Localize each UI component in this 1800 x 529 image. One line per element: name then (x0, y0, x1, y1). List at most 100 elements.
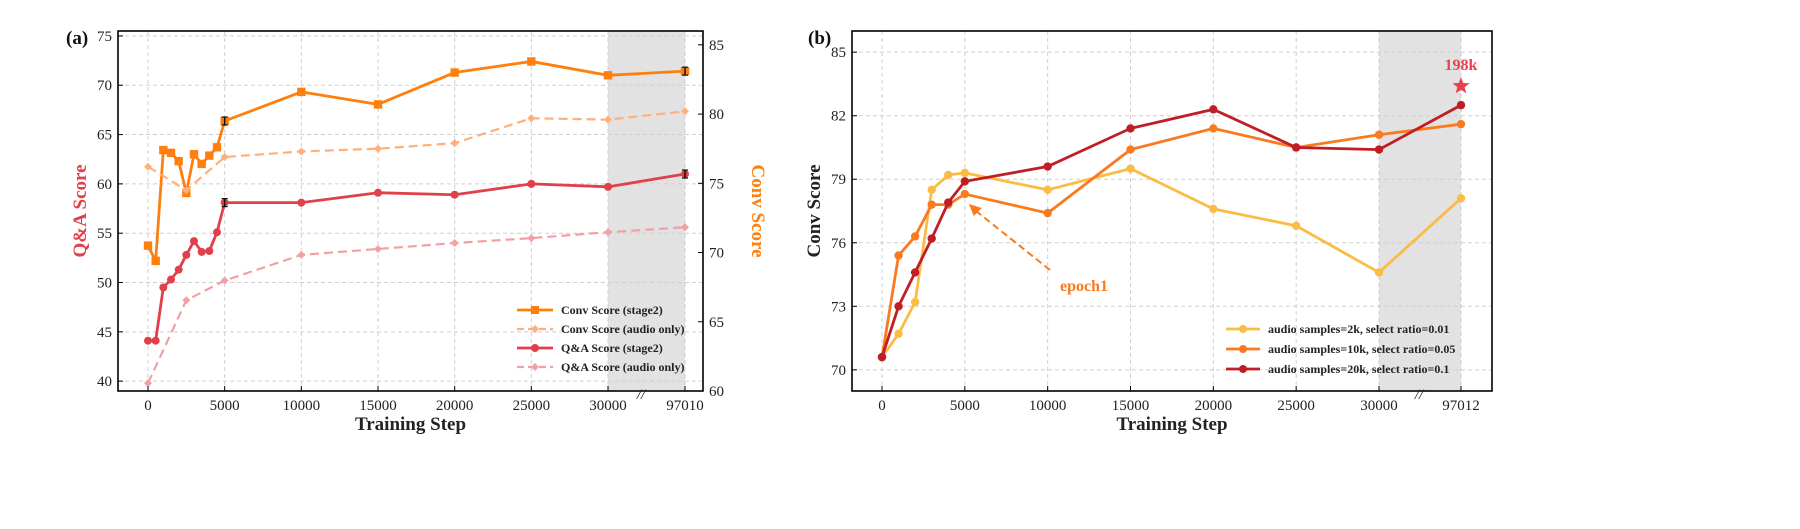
data-point-q-a-score-stage2 (374, 188, 382, 197)
panel-a-x-axis-title: Training Step (355, 414, 466, 435)
x-tick-label: 0 (878, 398, 886, 414)
x-tick-label: 20000 (436, 398, 474, 414)
data-point-q-a-score-audio-only (527, 234, 536, 243)
data-point-q-a-score-stage2 (159, 283, 168, 292)
data-point-audio-samples-20k-select-ratio-0-1 (894, 302, 903, 311)
y-right-tick-label: 75 (709, 176, 724, 192)
panel-a-ticks: 0 5000 10000 15000 20000 25000 30000 97010 40 45 5… (97, 29, 724, 414)
data-point-audio-samples-10k-select-ratio-0-05 (910, 232, 920, 241)
data-point-q-a-score-stage2 (213, 228, 221, 237)
data-point-conv-score-stage2 (197, 159, 206, 169)
star-marker-icon (1452, 77, 1470, 94)
data-point-conv-score-stage2 (297, 87, 306, 97)
panel-a: 0 5000 10000 15000 20000 25000 30000 97010 40 45 5… (66, 28, 768, 435)
legend-marker (531, 325, 539, 333)
y-left-tick-label: 75 (97, 29, 112, 45)
series-line-audio-samples-10k-select-ratio-0-05 (880, 122, 1462, 358)
panel-b-ticks: 0 5000 10000 15000 20000 25000 30000 97012 70 73 7… (831, 45, 1480, 414)
data-point-audio-samples-10k-select-ratio-0-05 (1374, 130, 1384, 139)
data-point-q-a-score-stage2 (297, 198, 306, 207)
y-left-tick-label: 40 (97, 374, 112, 390)
data-point-q-a-score-audio-only (450, 239, 459, 248)
y-right-tick-label: 65 (709, 315, 724, 331)
data-point-q-a-score-stage2 (144, 336, 152, 345)
data-point-q-a-score-audio-only (182, 296, 191, 305)
data-point-conv-score-audio-only (604, 115, 612, 124)
data-point-audio-samples-10k-select-ratio-0-05 (1456, 119, 1466, 129)
data-point-conv-score-stage2 (527, 57, 536, 66)
panel-a-legend: Conv Score (stage2) Conv Score (audio onl… (517, 303, 684, 374)
data-point-audio-samples-2k-select-ratio-0-01 (1374, 268, 1384, 277)
y-tick-label: 79 (831, 172, 846, 188)
x-tick-label: 5000 (210, 398, 240, 414)
data-point-q-a-score-stage2 (197, 247, 206, 256)
panel-a-right-axis-title: Conv Score (747, 164, 768, 257)
data-point-conv-score-audio-only (220, 153, 229, 161)
data-point-audio-samples-10k-select-ratio-0-05 (1043, 208, 1052, 218)
x-tick-label: 0 (144, 398, 152, 414)
y-right-tick-label: 85 (709, 38, 724, 54)
y-left-tick-label: 65 (97, 128, 112, 144)
data-point-audio-samples-10k-select-ratio-0-05 (1126, 145, 1135, 154)
y-tick-label: 70 (831, 363, 846, 379)
x-tick-label: 10000 (1029, 398, 1067, 414)
data-point-q-a-score-audio-only (297, 250, 306, 259)
data-point-audio-samples-2k-select-ratio-0-01 (1209, 204, 1218, 214)
legend-marker (1239, 345, 1247, 353)
data-point-q-a-score-stage2 (182, 250, 191, 259)
series-line-q-a-score-audio-only (147, 226, 686, 384)
data-point-audio-samples-10k-select-ratio-0-05 (894, 251, 903, 260)
panel-a-shaded-region (608, 31, 685, 391)
y-tick-label: 76 (831, 236, 847, 252)
data-point-conv-score-audio-only (374, 144, 382, 153)
panel-a-frame (117, 30, 704, 392)
legend-marker (531, 363, 539, 371)
x-tick-label: 25000 (513, 398, 551, 414)
data-point-conv-score-stage2 (212, 143, 222, 152)
series-audio-samples-20k-select-ratio-0-1 (877, 100, 1466, 362)
x-tick-label: 97012 (1442, 398, 1480, 414)
legend-entry: Conv Score (audio only) (561, 322, 684, 336)
data-point-conv-score-stage2 (174, 156, 183, 166)
data-point-q-a-score-audio-only (374, 244, 382, 253)
legend-entry: Conv Score (stage2) (561, 303, 663, 317)
data-point-audio-samples-2k-select-ratio-0-01 (944, 170, 953, 180)
series-q-a-score-audio-only (144, 223, 689, 388)
data-point-audio-samples-2k-select-ratio-0-01 (1126, 164, 1135, 173)
data-point-audio-samples-2k-select-ratio-0-01 (894, 329, 903, 339)
panel-a-label: (a) (66, 28, 88, 49)
data-point-audio-samples-10k-select-ratio-0-05 (927, 200, 936, 209)
x-tick-label: 15000 (1112, 398, 1150, 414)
y-tick-label: 82 (831, 109, 846, 125)
series-line-audio-samples-2k-select-ratio-0-01 (880, 167, 1462, 358)
panel-b-y-axis-title: Conv Score (804, 164, 825, 257)
panel-a-axis-break: // (636, 387, 647, 403)
series-line-conv-score-audio-only (147, 110, 686, 192)
data-point-q-a-score-audio-only (604, 228, 612, 237)
data-point-audio-samples-2k-select-ratio-0-01 (910, 297, 920, 307)
y-left-tick-label: 50 (97, 276, 112, 292)
data-point-conv-score-stage2 (151, 256, 160, 266)
panel-a-series (143, 57, 690, 388)
data-point-audio-samples-2k-select-ratio-0-01 (1456, 194, 1466, 203)
data-point-q-a-score-stage2 (450, 190, 459, 199)
data-point-conv-score-audio-only (681, 107, 689, 116)
data-point-conv-score-audio-only (297, 147, 306, 156)
y-left-tick-label: 55 (97, 226, 112, 242)
data-point-audio-samples-20k-select-ratio-0-1 (927, 234, 936, 243)
x-tick-label: 25000 (1277, 398, 1315, 414)
data-point-q-a-score-stage2 (205, 246, 214, 255)
data-point-q-a-score-stage2 (174, 265, 183, 274)
legend-entry: audio samples=20k, select ratio=0.1 (1268, 362, 1449, 376)
y-tick-label: 85 (831, 45, 846, 61)
data-point-audio-samples-20k-select-ratio-0-1 (877, 352, 887, 362)
data-point-conv-score-stage2 (450, 68, 459, 77)
x-tick-label: 5000 (950, 398, 980, 414)
data-point-audio-samples-20k-select-ratio-0-1 (910, 268, 920, 277)
data-point-audio-samples-20k-select-ratio-0-1 (944, 198, 953, 207)
data-point-conv-score-stage2 (189, 150, 199, 159)
y-right-tick-label: 60 (709, 384, 724, 400)
series-audio-samples-2k-select-ratio-0-01 (877, 164, 1466, 362)
data-point-audio-samples-20k-select-ratio-0-1 (1374, 145, 1384, 154)
data-point-conv-score-stage2 (373, 100, 383, 109)
